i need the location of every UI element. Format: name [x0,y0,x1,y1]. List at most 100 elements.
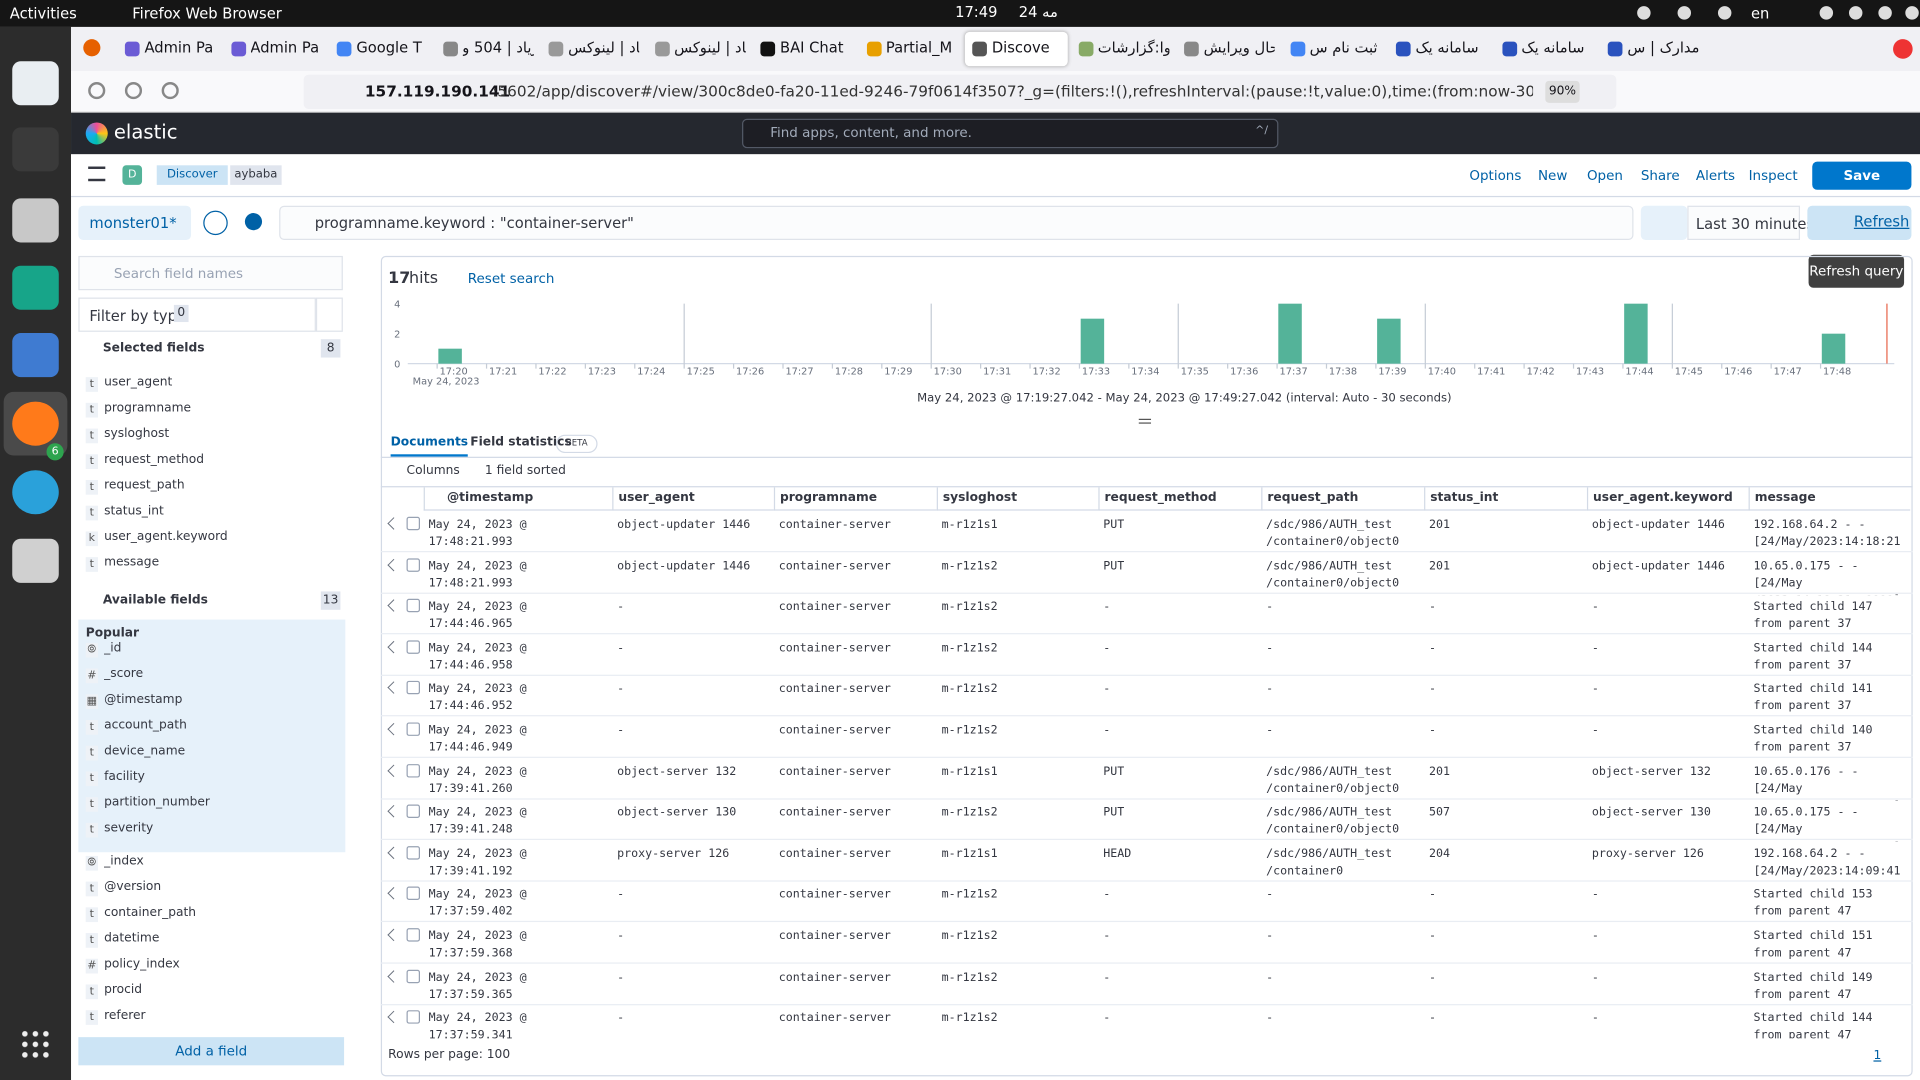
menu-item[interactable]: Share [1640,167,1680,184]
tab[interactable]: Admin Pa [223,32,326,66]
field-name[interactable]: _id [104,641,122,656]
field-name[interactable]: status_int [104,504,164,518]
field-name[interactable]: referer [104,1008,146,1023]
tab[interactable]: در حال ویرایش [1177,32,1280,66]
nav-button[interactable] [124,82,143,100]
tray-icon[interactable] [1677,6,1692,20]
row-checkbox[interactable] [406,1010,420,1024]
expand-button[interactable] [387,846,400,859]
field-name[interactable]: @timestamp [104,693,183,707]
breadcrumb[interactable]: Discover [156,165,228,185]
show-apps[interactable] [19,1028,52,1061]
app-menu[interactable]: Firefox Web Browser [132,4,282,23]
tab-documents[interactable]: Documents [390,436,469,457]
menu-item[interactable]: New [1537,167,1568,184]
add-filter[interactable] [244,213,263,231]
columns-button[interactable]: Columns [406,464,460,478]
dock-app[interactable] [12,198,59,243]
filter-type[interactable]: Filter by type [78,297,316,332]
expand-button[interactable] [387,1010,400,1024]
new-tab[interactable] [1714,37,1734,57]
query-input[interactable]: programname.keyword : "container-server" [279,205,1634,240]
column-header[interactable]: user_agent [612,487,774,511]
field-name[interactable]: container_path [104,906,197,920]
expand-button[interactable] [387,558,400,571]
expand-button[interactable] [387,805,400,818]
column-header[interactable]: status_int [1424,487,1587,511]
refresh-button[interactable]: Refresh [1807,205,1912,240]
field-name[interactable]: request_path [104,478,185,493]
date-quick[interactable] [1640,205,1688,240]
field-name[interactable]: user_agent.keyword [104,530,228,544]
column-header[interactable]: request_path [1261,487,1425,511]
zoom[interactable]: 90% [1545,80,1580,103]
field-name[interactable]: user_agent [104,375,173,390]
tab-field-stats[interactable]: Field statistics [470,435,572,450]
tray-icon[interactable] [1819,6,1834,20]
row-checkbox[interactable] [406,599,420,613]
tab[interactable]: Google T [329,32,432,66]
tray-icon[interactable] [1878,6,1892,20]
tab[interactable]: بازیاد | لینوکس [541,32,644,66]
field-name[interactable]: programname [104,401,192,416]
tray-icon[interactable] [1848,6,1863,20]
field-name[interactable]: severity [104,821,154,836]
date-range[interactable]: Last 30 minutes [1687,205,1814,240]
info-button[interactable] [315,297,343,332]
sort-button[interactable]: 1 field sorted [484,464,566,478]
space-avatar[interactable]: D [122,165,143,185]
field-name[interactable]: @version [104,880,162,894]
add-field-button[interactable]: Add a field [78,1037,345,1066]
clock-date[interactable]: 24 مه [1018,3,1058,21]
dock-app[interactable] [12,538,59,583]
field-name[interactable]: procid [104,983,143,997]
section-title[interactable]: Selected fields [102,341,205,356]
tray-icon[interactable] [1905,6,1919,20]
row-checkbox[interactable] [406,640,420,654]
expand-button[interactable] [387,599,400,612]
dock-app[interactable] [12,127,59,172]
menu-item[interactable]: Options [1469,167,1522,184]
tab[interactable]: Discove [964,31,1068,67]
expand-button[interactable] [387,681,400,695]
expand-button[interactable] [387,969,400,983]
dock-app[interactable] [12,470,59,515]
url-bar[interactable]: 157.119.190.141:5602/app/discover#/view/… [303,74,1617,109]
expand-button[interactable] [387,764,400,777]
tab[interactable]: بازیاد | 504 و [435,32,538,66]
nav-button[interactable] [88,82,106,100]
reset-search[interactable]: Reset search [467,270,555,287]
column-header[interactable]: programname [773,487,937,511]
tab[interactable]: Admin Pa [118,32,221,66]
row-checkbox[interactable] [406,722,420,736]
menu-item[interactable]: Inspect [1748,167,1798,184]
field-name[interactable]: sysloghost [104,427,170,441]
tab[interactable]: سامانه یک [1494,32,1597,66]
row-checkbox[interactable] [406,516,420,531]
firefox-menu[interactable] [83,39,101,57]
window-close[interactable] [1893,39,1913,59]
dock-app[interactable] [12,333,59,378]
row-checkbox[interactable] [406,681,420,695]
tab[interactable]: فاوا:گزارشات [1071,32,1174,66]
column-header[interactable]: @timestamp [423,487,613,511]
section-title[interactable]: Available fields [102,593,208,608]
field-name[interactable]: datetime [104,931,160,946]
row-checkbox[interactable] [406,804,420,819]
tab[interactable]: بازیاد | لینوکس [647,32,750,66]
resize-handle[interactable] [1138,418,1152,424]
expand-button[interactable] [387,517,400,530]
field-search[interactable]: Search field names [78,255,343,291]
expand-button[interactable] [387,928,400,942]
tab[interactable]: Partial_M [859,32,962,66]
global-search[interactable]: Find apps, content, and more. ^/ [742,118,1279,149]
page-number[interactable]: 1 [1873,1049,1882,1063]
field-name[interactable]: device_name [104,744,186,758]
column-header[interactable]: user_agent.keyword [1586,487,1749,511]
column-header[interactable]: request_method [1098,487,1262,511]
row-checkbox[interactable] [406,887,420,901]
menu-toggle[interactable] [88,166,106,182]
row-checkbox[interactable] [406,845,420,860]
tab[interactable]: BAI Chat [753,32,856,66]
column-header[interactable]: sysloghost [936,487,1099,511]
